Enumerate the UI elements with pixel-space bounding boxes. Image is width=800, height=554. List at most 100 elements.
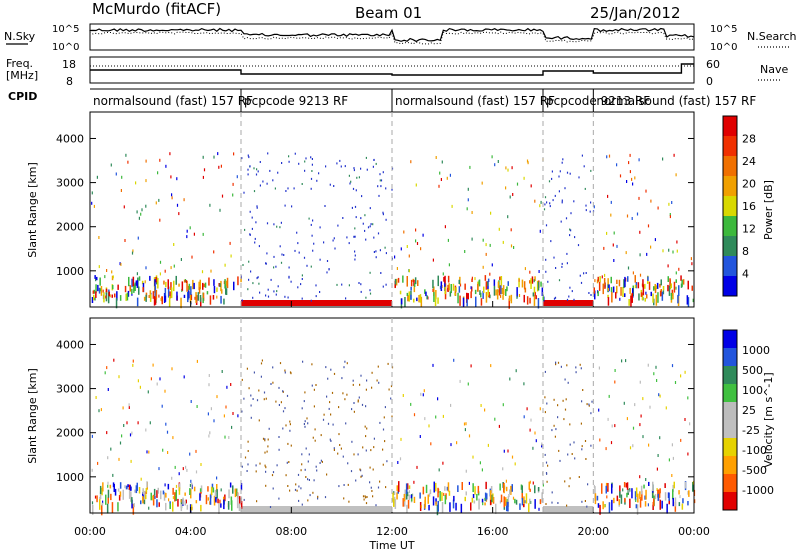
scatter-cell [157,171,159,175]
scatter-cell [314,428,316,431]
scatter-cell [288,461,290,463]
scatter-cell [638,158,640,162]
scatter-cell [564,408,567,411]
noise-tick-high: 10^5 [52,24,79,35]
scatter-cell [373,251,375,253]
scatter-cell [128,406,130,409]
scatter-cell [186,468,188,472]
scatter-cell [149,294,152,302]
scatter-cell [452,283,455,291]
scatter-cell [296,231,298,234]
scatter-cell [550,240,552,243]
scatter-cell [574,457,576,460]
scatter-cell [301,183,303,185]
scatter-cell [198,281,200,291]
scatter-cell [264,439,266,442]
scatter-cell [544,411,546,414]
scatter-cell [128,403,130,407]
scatter-cell [629,170,631,174]
scatter-cell [204,282,207,288]
scatter-cell [260,362,263,365]
scatter-cell [199,493,201,501]
scatter-cell [509,377,511,381]
scatter-cell [653,286,655,291]
scatter-cell [124,285,127,293]
scatter-cell [304,169,306,172]
scatter-cell [518,278,520,282]
scatter-cell [123,205,125,209]
scatter-cell [524,500,526,504]
scatter-cell [115,298,118,309]
scatter-cell [530,418,532,422]
scatter-cell [538,270,540,273]
power-colorbar-label: Power [dB] [762,180,775,240]
scatter-cell [654,494,657,500]
scatter-cell [495,289,497,296]
scatter-cell [383,416,385,419]
scatter-cell [640,292,643,297]
scatter-cell [657,292,659,303]
scatter-cell [437,275,439,287]
scatter-cell [514,498,516,504]
scatter-cell [528,481,530,490]
scatter-cell [181,281,184,291]
scatter-cell [297,473,300,476]
scatter-cell [494,417,496,421]
scatter-cell [199,279,201,290]
scatter-cell [332,423,334,426]
scatter-cell [691,262,693,266]
scatter-cell [616,495,619,502]
scatter-cell [566,298,569,301]
scatter-cell [369,466,371,469]
scatter-cell [581,448,583,451]
scatter-cell [183,279,186,283]
scatter-cell [376,379,378,382]
scatter-cell [141,280,144,285]
scatter-cell [247,154,249,157]
scatter-cell [206,291,209,295]
scatter-cell [265,466,267,469]
scatter-cell [152,363,154,367]
scatter-cell [175,489,177,500]
scatter-cell [545,258,547,261]
scatter-cell [264,451,266,454]
scatter-cell [533,295,536,306]
scatter-cell [242,264,244,266]
scatter-cell [477,283,479,292]
scatter-cell [127,487,129,490]
scatter-cell [420,296,423,307]
scatter-cell [301,463,303,466]
colorbar-bin [723,156,737,177]
scatter-cell [111,275,114,281]
scatter-cell [530,184,532,188]
scatter-cell [502,467,504,471]
scatter-cell [112,473,114,477]
scatter-cell [145,266,147,270]
scatter-cell [537,281,540,291]
scatter-cell [578,176,580,179]
scatter-cell [502,403,504,407]
scatter-cell [534,291,536,296]
scatter-cell [364,229,366,232]
scatter-cell [337,224,339,227]
scatter-cell [360,475,362,478]
scatter-cell [217,152,219,156]
scatter-cell [216,395,218,399]
scatter-cell [406,504,408,513]
scatter-cell [195,500,198,504]
scatter-cell [106,503,109,514]
scatter-cell [140,212,142,216]
scatter-cell [671,474,673,477]
scatter-cell [480,298,483,306]
scatter-cell [93,289,95,294]
scatter-cell [437,500,439,512]
scatter-cell [672,292,674,300]
scatter-cell [184,500,186,506]
scatter-cell [337,452,339,455]
scatter-cell [360,167,362,170]
nsearch-label: N.Search [747,30,797,43]
scatter-cell [408,269,410,273]
scatter-cell [297,286,299,289]
scatter-cell [259,462,261,465]
scatter-cell [687,452,689,456]
